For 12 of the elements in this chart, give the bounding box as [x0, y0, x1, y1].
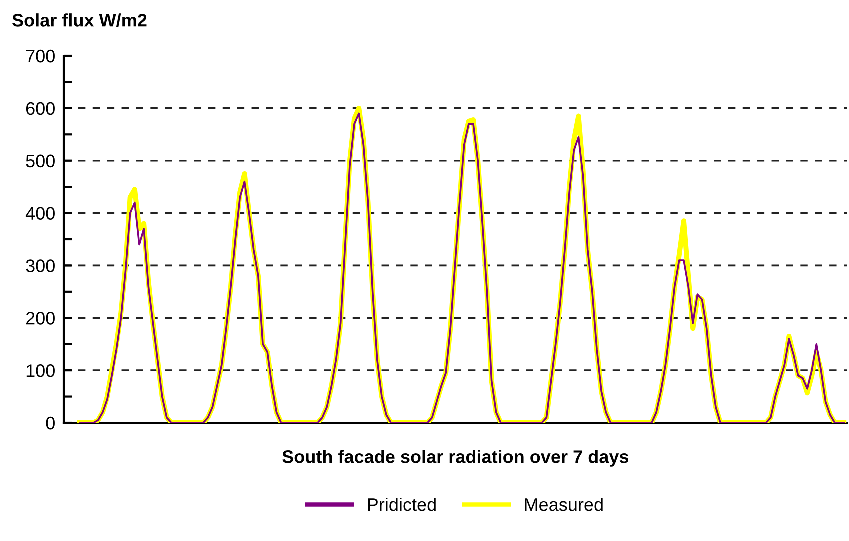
y-tick-label: 300: [26, 260, 55, 272]
y-tick-label: 700: [26, 50, 55, 63]
legend-label: Pridicted: [368, 498, 436, 512]
y-tick-label: 0: [46, 416, 55, 430]
chart-title: Solar flux W/m2: [12, 14, 147, 28]
y-tick-label: 200: [26, 312, 55, 325]
y-tick-label: 100: [26, 364, 55, 378]
legend-label: Measured: [525, 498, 603, 512]
y-tick-label: 400: [26, 207, 55, 220]
y-tick-label: 600: [26, 102, 55, 116]
x-axis-title: South facade solar radiation over 7 days: [282, 450, 629, 467]
y-tick-label: 500: [26, 154, 55, 168]
